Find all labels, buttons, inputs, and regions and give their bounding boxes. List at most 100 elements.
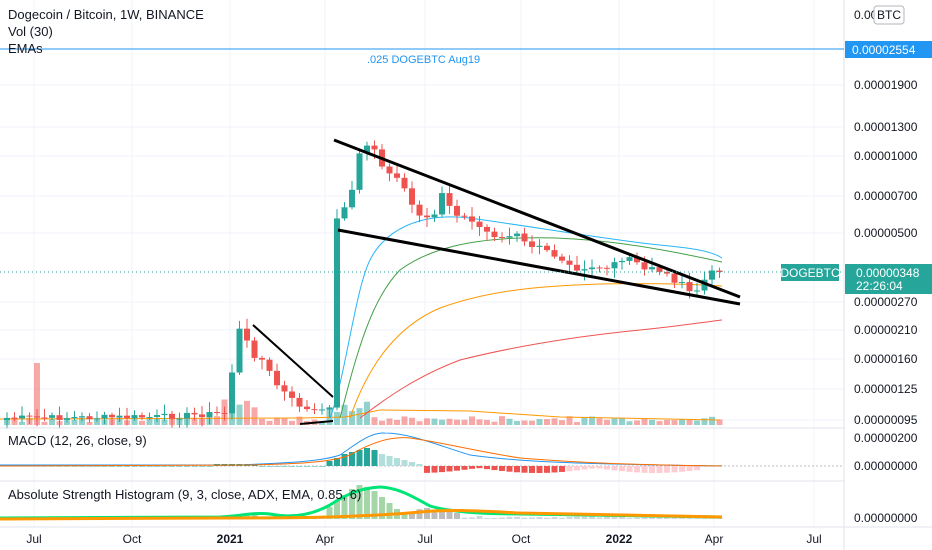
volume-bar — [619, 417, 625, 425]
macd-histogram-bar — [304, 466, 310, 467]
ash-histogram-bar — [334, 501, 340, 519]
ash-histogram-bar — [529, 517, 535, 519]
candle-body — [146, 416, 153, 418]
candle-body — [551, 250, 558, 257]
macd-signal-line — [0, 437, 723, 467]
candle-body — [521, 233, 528, 242]
volume-indicator-label[interactable]: Vol (30) — [8, 24, 53, 39]
trendlines[interactable] — [252, 138, 741, 425]
price-axis[interactable]: 0.00001900 0.00001300 0.00001000 0.00000700… — [854, 78, 918, 427]
candle-body — [364, 145, 370, 154]
macd-histogram-bar — [604, 466, 610, 470]
volume-bar — [319, 421, 325, 425]
volume-bar — [161, 419, 168, 425]
currency-button[interactable] — [873, 5, 905, 25]
candle-body — [79, 416, 85, 418]
ash-histogram-bar — [461, 517, 468, 519]
macd-histogram-bar — [559, 466, 565, 472]
time-axis[interactable]: Jul Oct 2021 Apr Jul Oct 2022 Apr Jul — [26, 532, 821, 546]
volume-bar — [341, 404, 348, 425]
volume-bar — [551, 418, 558, 425]
candle-body — [686, 282, 693, 292]
macd-histogram-bar — [394, 458, 400, 466]
macd-histogram-bar — [589, 466, 595, 469]
time-tick-label: Apr — [316, 532, 335, 546]
macd-histogram-bar — [566, 466, 573, 472]
ash-histogram-bar — [379, 497, 385, 519]
macd-histogram-bar — [154, 466, 160, 467]
macd-histogram-bar — [161, 466, 168, 467]
time-tick-label: Jul — [806, 532, 821, 546]
volume-bar — [476, 419, 483, 425]
candle-body — [26, 415, 33, 417]
candle-body — [619, 260, 625, 263]
volume-bar — [626, 421, 633, 425]
alert-price-tag[interactable] — [845, 41, 932, 58]
macd-histogram-bar — [94, 466, 100, 467]
time-tick-label: Apr — [705, 532, 724, 546]
macd-histogram-bar — [259, 466, 265, 467]
countdown-value: 22:26:04 — [856, 279, 903, 293]
candle-body — [19, 415, 25, 419]
price-tick-label: 0.00001000 — [854, 149, 918, 163]
candle-body — [86, 416, 93, 420]
price-tick-label: 0.00000700 — [854, 189, 918, 203]
ash-histogram-bar — [424, 507, 430, 519]
macd-histogram-bar — [521, 466, 528, 473]
macd-histogram-bar — [649, 466, 655, 473]
candle-body — [446, 193, 453, 206]
volume-bar — [49, 418, 55, 425]
ash-histogram-bar — [604, 516, 610, 519]
macd-histogram-bar — [664, 466, 670, 473]
ash-histogram-bar — [386, 503, 393, 519]
trendline-early-upper — [252, 324, 334, 398]
candle-body — [386, 166, 393, 174]
volume-bar — [604, 419, 610, 425]
candle-body — [64, 418, 70, 420]
macd-histogram-bar — [694, 466, 700, 471]
volume-bar — [596, 418, 603, 425]
volume-bar — [506, 418, 513, 425]
volume-bar — [401, 416, 408, 425]
macd-histogram-bar — [386, 456, 393, 466]
volume-bar — [379, 420, 385, 425]
volume-bar — [574, 421, 580, 425]
emas-indicator-label[interactable]: EMAs — [8, 41, 43, 56]
candle-body — [289, 391, 295, 398]
currency-button-label[interactable]: BTC — [877, 8, 901, 22]
candle-body — [139, 415, 145, 418]
ash-histogram-bar — [656, 516, 663, 519]
symbol-tag-label: DOGEBTC — [780, 266, 840, 280]
candle-body — [604, 267, 610, 269]
macd-histogram-bar — [686, 466, 693, 472]
candle-body — [641, 262, 648, 270]
candle-body — [214, 412, 220, 414]
macd-tick-zero: 0.00000000 — [854, 459, 918, 473]
volume-bar — [559, 420, 565, 425]
macd-histogram-bar — [191, 466, 198, 467]
ash-histogram-bar — [581, 516, 588, 519]
candle-body — [409, 188, 415, 205]
ash-histogram-bar — [356, 485, 363, 519]
volume-bar — [244, 400, 250, 425]
volume-bar — [521, 420, 528, 425]
candle-body — [304, 406, 310, 410]
volume-bar — [424, 418, 430, 425]
macd-histogram-bar — [371, 450, 378, 466]
volume-bar — [566, 416, 573, 425]
candle-body — [671, 273, 678, 283]
candle-body — [319, 409, 325, 411]
macd-title[interactable]: MACD (12, 26, close, 9) — [8, 433, 147, 448]
time-tick-label: Jul — [26, 532, 41, 546]
volume-bar — [349, 411, 355, 425]
candle-body — [71, 417, 78, 419]
ash-title[interactable]: Absolute Strength Histogram (9, 3, close… — [8, 487, 361, 502]
ash-histogram-bar — [416, 509, 423, 519]
volume-bar — [289, 420, 295, 425]
time-tick-label: Jul — [417, 532, 432, 546]
macd-histogram-bar — [334, 458, 340, 466]
ash-histogram-bar — [611, 516, 618, 519]
ash-histogram-bar — [521, 517, 528, 519]
ash-histogram-bar — [454, 512, 460, 519]
